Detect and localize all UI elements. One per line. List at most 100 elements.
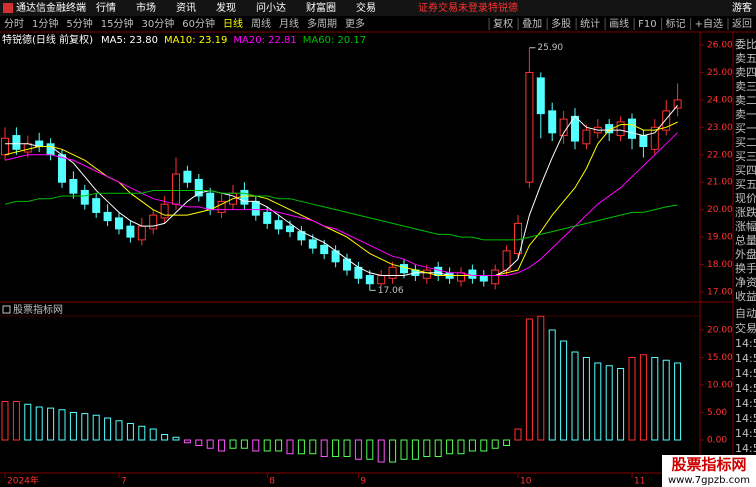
indicator-bar: [58, 409, 66, 441]
quote-label: 买一: [735, 122, 756, 135]
annotation-label: 25.90: [537, 43, 563, 53]
menu-item[interactable]: 市场: [136, 1, 156, 14]
indicator-bar: [525, 318, 533, 441]
period-tab[interactable]: 60分钟: [182, 17, 215, 30]
legend-title: 特锐德(日线 前复权): [2, 33, 93, 46]
candle-body: [639, 135, 648, 148]
indicator-bar: [332, 439, 340, 457]
indicator-bar: [468, 439, 476, 452]
indicator-bar: [126, 423, 134, 441]
indicator-bar: [115, 420, 123, 441]
indicator-bar: [69, 412, 77, 441]
indicator-bar: [628, 357, 636, 441]
app-title: 通达信金融终端: [16, 1, 86, 14]
candle-body: [491, 269, 500, 285]
indicator-title: 股票指标网: [13, 303, 63, 316]
tool-button[interactable]: 画线: [609, 17, 629, 30]
indicator-bar: [172, 436, 180, 441]
period-tab[interactable]: 1分钟: [32, 17, 58, 30]
indicator-bar: [434, 439, 442, 457]
candle-body: [616, 121, 625, 137]
indicator-bar: [81, 413, 89, 441]
x-tick-label: 8: [269, 477, 275, 487]
indicator-bar: [548, 329, 556, 441]
watermark-url: www.7gpzb.com: [668, 475, 750, 486]
indicator-bar: [263, 439, 271, 452]
quote-label: 买三: [735, 150, 756, 163]
candle-body: [536, 77, 545, 115]
tool-button[interactable]: +自选: [695, 17, 723, 30]
menu-item[interactable]: 财富圈: [306, 1, 336, 14]
period-tab[interactable]: 15分钟: [101, 17, 134, 30]
y-tick-label: 0.00: [707, 436, 727, 446]
trade-label: 14:50: [735, 367, 756, 380]
watermark-box: [662, 455, 756, 487]
indicator-bar: [183, 439, 191, 444]
indicator-bar: [480, 439, 488, 452]
x-tick-label: 9: [360, 477, 366, 487]
y-tick-label: 19.00: [707, 233, 733, 243]
menu-item[interactable]: 问小达: [256, 1, 286, 14]
legend-entry: MA20: 22.81: [233, 35, 296, 46]
guest[interactable]: 游客: [732, 1, 752, 14]
tool-button[interactable]: F10: [638, 19, 656, 30]
indicator-bar: [343, 439, 351, 457]
tool-button[interactable]: 统计: [580, 17, 600, 30]
indicator-icon[interactable]: [2, 305, 11, 314]
quote-label: 卖五: [735, 52, 756, 65]
candle-body: [514, 222, 522, 255]
app-logo: [3, 3, 13, 13]
indicator-bar: [423, 439, 431, 457]
indicator-bar: [560, 340, 568, 441]
candle-body: [468, 269, 477, 279]
period-tab[interactable]: 多周期: [307, 17, 337, 30]
menu-item[interactable]: 发现: [216, 1, 236, 14]
candle-body: [12, 135, 21, 150]
tool-button[interactable]: 多股: [551, 17, 571, 30]
quote-label: 卖三: [735, 80, 756, 93]
candle-body: [365, 275, 374, 285]
menu-item[interactable]: 行情: [96, 1, 116, 14]
menu-item[interactable]: 交易: [356, 1, 376, 14]
tool-button[interactable]: 叠加: [522, 18, 542, 30]
login-status[interactable]: 证券交易未登录: [418, 1, 488, 14]
period-tab[interactable]: 5分钟: [66, 17, 92, 30]
candle-body: [320, 244, 329, 255]
candle-body: [628, 118, 636, 139]
period-tab[interactable]: 30分钟: [141, 17, 174, 30]
ma-line: [4, 132, 678, 277]
ma-line: [4, 189, 678, 241]
period-tab[interactable]: 周线: [251, 17, 271, 30]
candle-body: [115, 217, 123, 230]
tool-button[interactable]: 标记: [666, 18, 686, 30]
period-tab[interactable]: 更多: [345, 17, 365, 30]
legend-entry: MA10: 23.19: [164, 35, 227, 46]
candle-body: [149, 214, 158, 230]
y-tick-label: 22.00: [707, 150, 733, 160]
indicator-bar: [457, 439, 465, 455]
quote-label: 卖二: [735, 94, 756, 107]
quote-label: 卖四: [735, 66, 756, 79]
x-tick-label: 7: [121, 477, 127, 487]
period-tab[interactable]: 日线: [223, 17, 243, 30]
indicator-bar: [662, 359, 670, 441]
y-tick-label: 23.00: [707, 123, 733, 133]
quote-label: 涨幅: [735, 220, 756, 233]
tool-button[interactable]: 返回: [732, 18, 752, 30]
y-tick-label: 17.00: [707, 288, 733, 298]
period-tab[interactable]: 月线: [279, 17, 299, 30]
candle-body: [80, 189, 89, 205]
indicator-bar: [503, 439, 511, 446]
period-tab[interactable]: 分时: [4, 18, 24, 30]
indicator-bar: [35, 406, 43, 441]
indicator-bar: [582, 357, 590, 441]
tool-button[interactable]: 复权: [493, 17, 513, 30]
indicator-bar: [446, 439, 454, 455]
indicator-bar: [218, 439, 226, 452]
menu-item[interactable]: 资讯: [176, 2, 196, 14]
indicator-bar: [400, 439, 408, 460]
candle-body: [183, 170, 192, 183]
legend-entry: MA5: 23.80: [101, 35, 158, 46]
